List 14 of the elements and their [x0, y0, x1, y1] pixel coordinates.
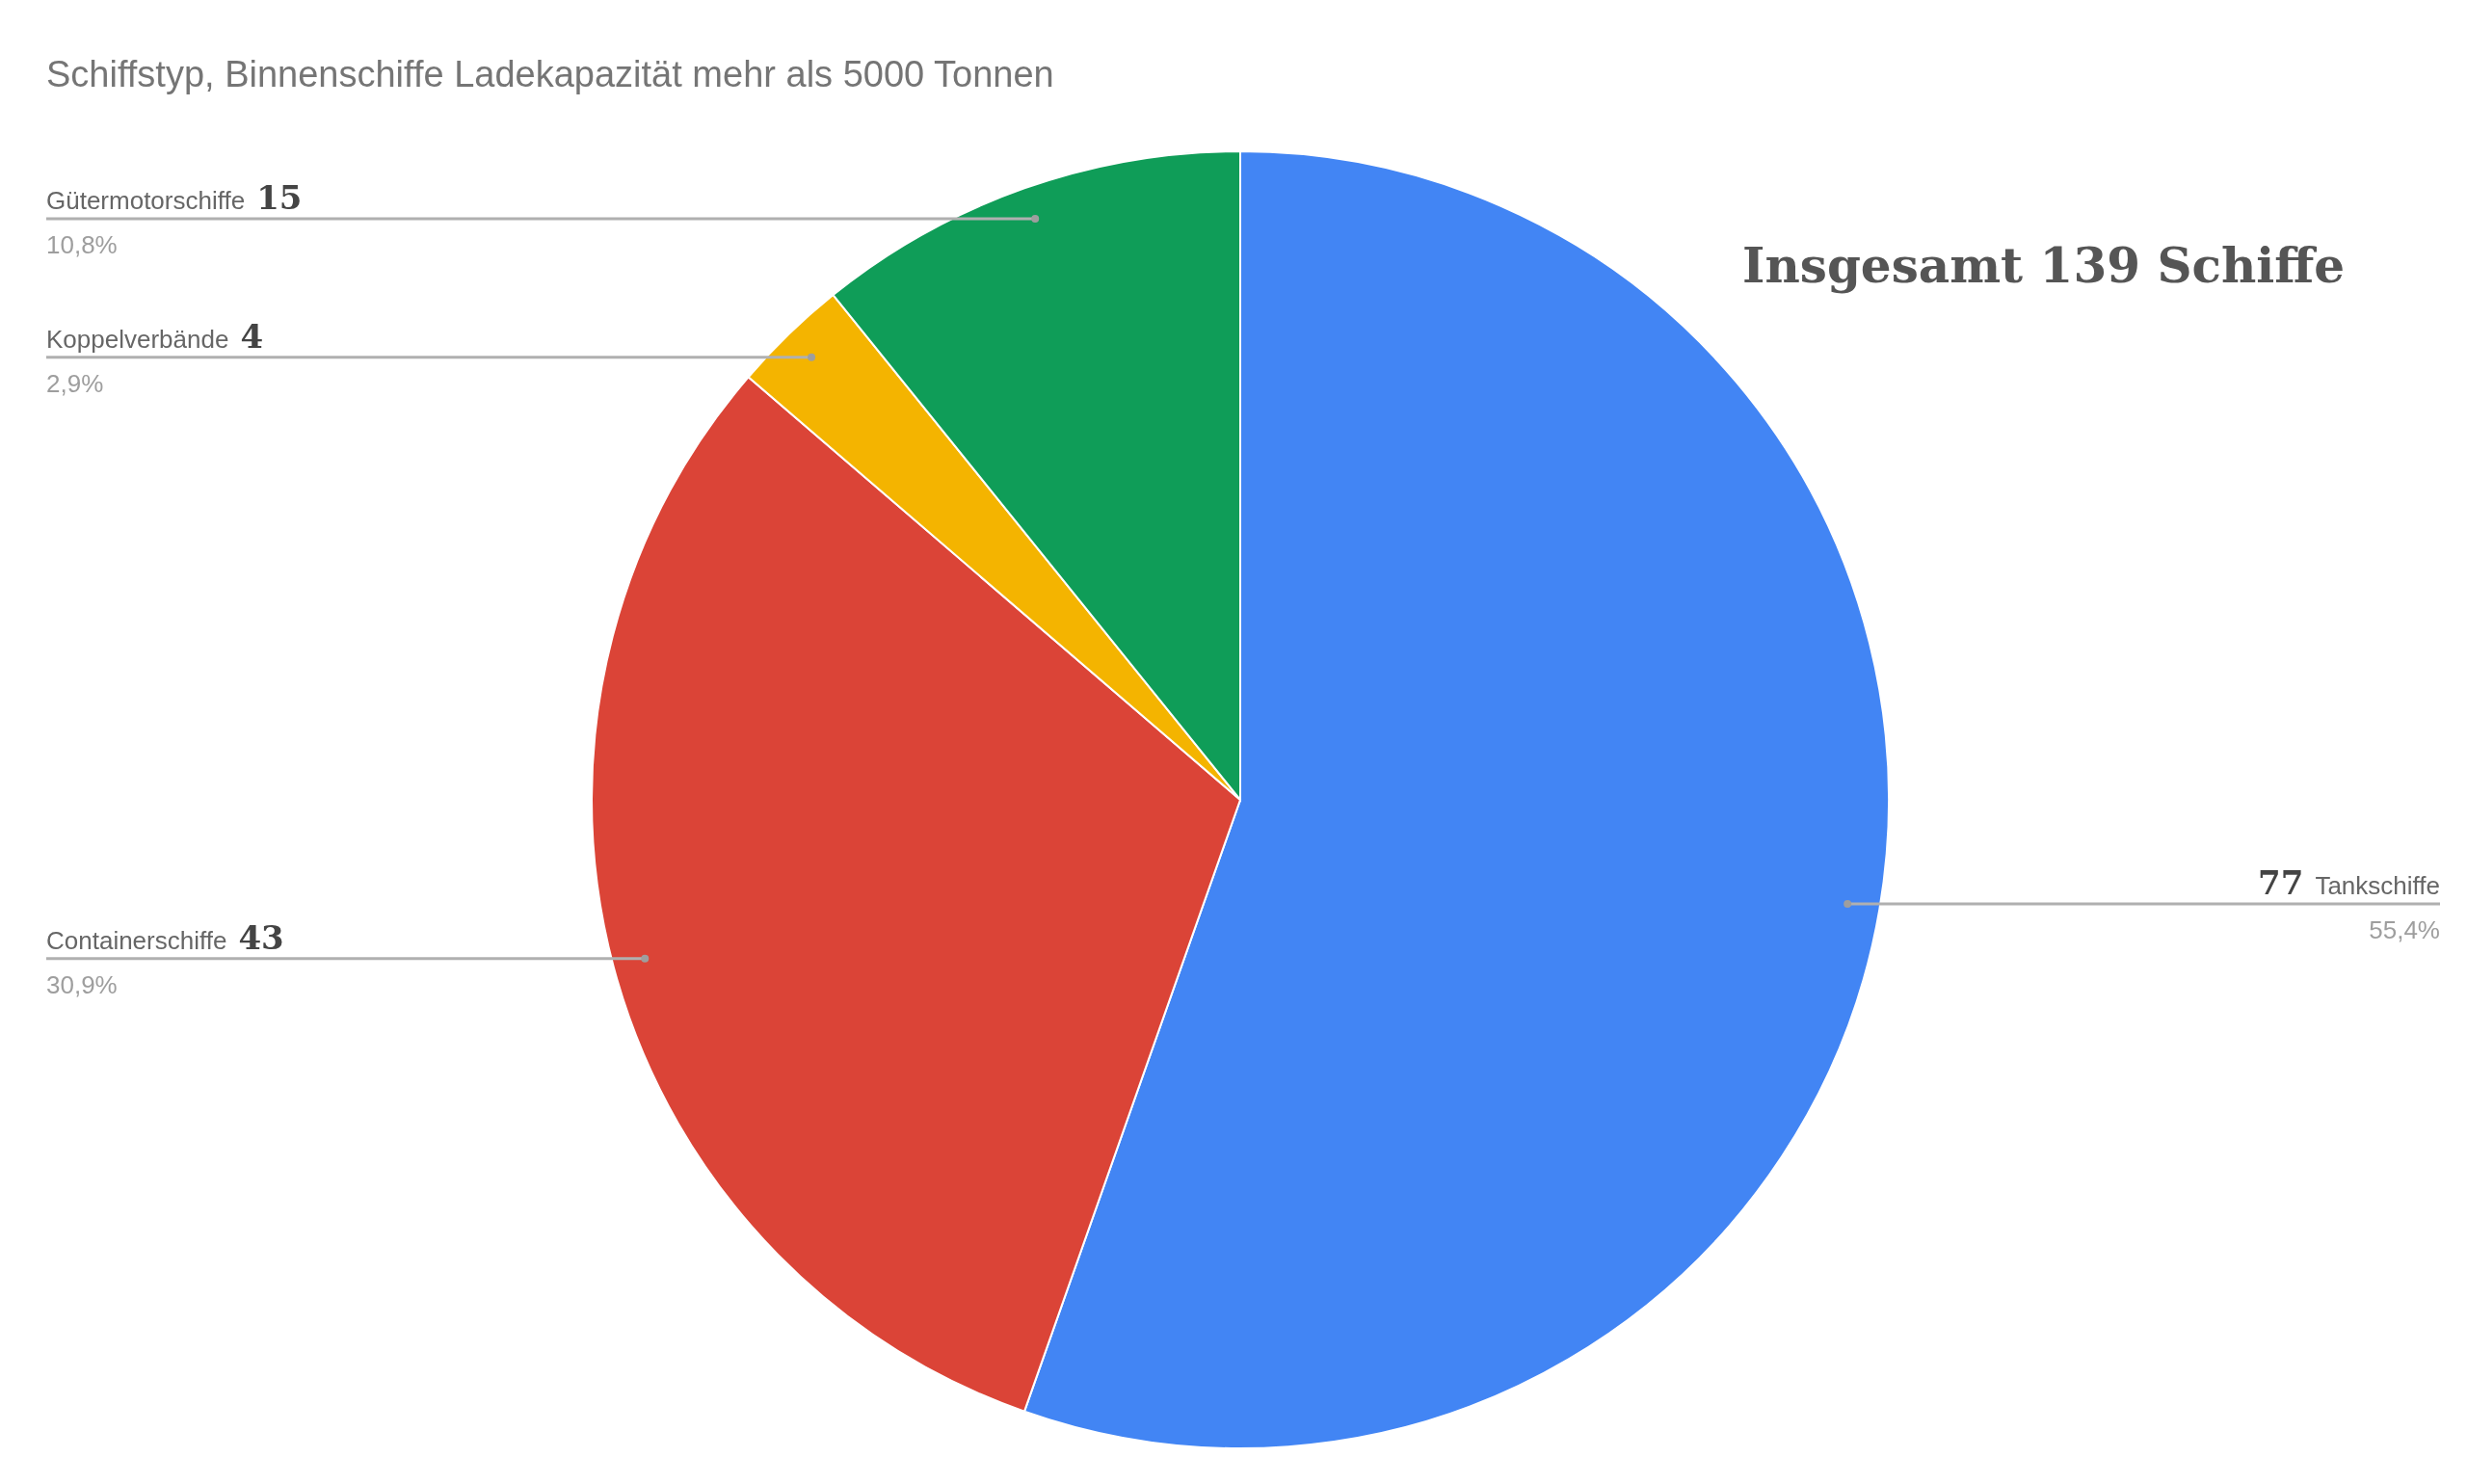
slice-label: Gütermotorschiffe [46, 186, 246, 216]
slice-label: Containerschiffe [46, 925, 227, 955]
text: Insgesamt 139 Schiffe [1742, 237, 2346, 294]
text: 43 [238, 917, 284, 957]
data-label: 10,8% [46, 230, 118, 260]
data-label: 55,4% [2369, 914, 2440, 944]
text: 4 [240, 316, 264, 356]
data-label: 2,9% [46, 368, 104, 398]
chart-title: Schiffstyp, Binnenschiffe Ladekapazität mehr als 5000 Tonnen [46, 54, 1054, 94]
text: 77 [2258, 862, 2304, 902]
data-label: 30,9% [46, 969, 118, 999]
text: 15 [256, 178, 303, 218]
slice-label: Koppelverbände [46, 324, 229, 354]
slice-label: Tankschiffe [2315, 870, 2440, 900]
